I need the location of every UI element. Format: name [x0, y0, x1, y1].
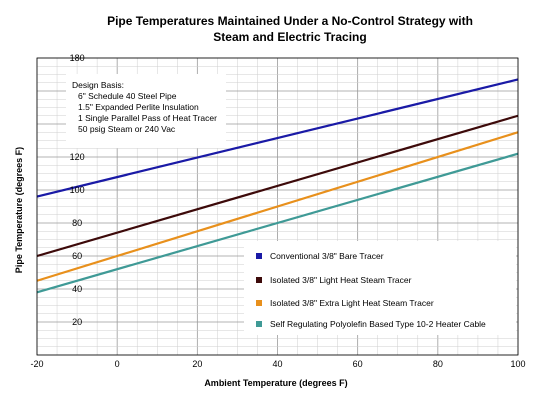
design-basis-heading: Design Basis: — [72, 80, 124, 90]
design-basis-line: 1.5" Expanded Perlite Insulation — [78, 102, 199, 112]
y-axis-label: Pipe Temperature (degrees F) — [14, 147, 24, 273]
design-basis-line: 6" Schedule 40 Steel Pipe — [78, 91, 177, 101]
x-tick-label: 80 — [433, 359, 443, 369]
legend-swatch — [256, 300, 262, 306]
legend-label: Self Regulating Polyolefin Based Type 10… — [270, 319, 486, 329]
y-tick-label: 20 — [72, 317, 82, 327]
series-line — [36, 152, 519, 294]
y-tick-label: 100 — [70, 185, 85, 195]
x-tick-label: 0 — [115, 359, 120, 369]
x-tick-label: 100 — [510, 359, 525, 369]
design-basis-line: 50 psig Steam or 240 Vac — [78, 124, 176, 134]
legend-label: Isolated 3/8" Extra Light Heat Steam Tra… — [270, 298, 434, 308]
y-tick-label: 40 — [72, 284, 82, 294]
series-line — [36, 78, 519, 198]
x-tick-label: 20 — [192, 359, 202, 369]
y-tick-label: 120 — [70, 152, 85, 162]
series-line — [36, 114, 519, 258]
x-axis-label: Ambient Temperature (degrees F) — [204, 378, 347, 388]
legend-swatch — [256, 321, 262, 327]
plot-frame — [36, 57, 519, 356]
series-layer — [36, 78, 519, 294]
chart-title-line1: Pipe Temperatures Maintained Under a No-… — [107, 14, 473, 28]
legend-swatch — [256, 277, 262, 283]
design-basis-line: 1 Single Parallel Pass of Heat Tracer — [78, 113, 217, 123]
legend-label: Conventional 3/8" Bare Tracer — [270, 251, 384, 261]
x-tick-label: 60 — [353, 359, 363, 369]
y-tick-label: 60 — [72, 251, 82, 261]
legend-label: Isolated 3/8" Light Heat Steam Tracer — [270, 275, 412, 285]
x-tick-label: 40 — [272, 359, 282, 369]
legend-swatch — [256, 253, 262, 259]
chart-title-line2: Steam and Electric Tracing — [213, 30, 366, 44]
legend: Conventional 3/8" Bare Tracer Isolated 3… — [244, 241, 516, 335]
design-basis-box: Design Basis: 6" Schedule 40 Steel Pipe … — [66, 74, 226, 148]
series-line — [36, 131, 519, 282]
y-tick-label: 180 — [70, 53, 85, 63]
x-tick-label: -20 — [30, 359, 43, 369]
y-tick-label: 80 — [72, 218, 82, 228]
